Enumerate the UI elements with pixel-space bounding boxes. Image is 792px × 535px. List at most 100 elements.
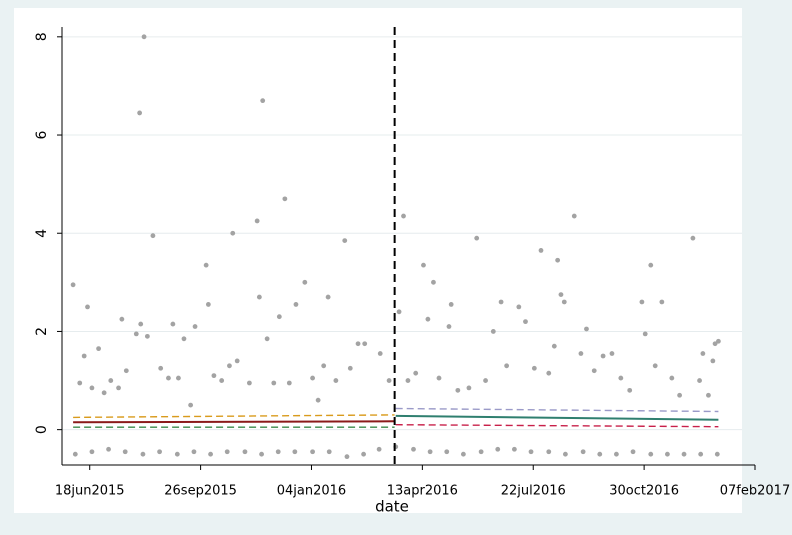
point (504, 363, 510, 369)
point (133, 331, 139, 337)
point (618, 375, 624, 381)
point (446, 324, 452, 329)
point (310, 375, 315, 381)
point (421, 262, 426, 268)
point (474, 235, 480, 241)
point (411, 446, 416, 452)
point (425, 316, 431, 322)
point (170, 321, 176, 327)
point (191, 449, 197, 455)
point (498, 299, 504, 305)
point (538, 248, 544, 253)
point (600, 353, 606, 359)
point (495, 446, 501, 452)
point (208, 451, 213, 457)
point (516, 304, 522, 310)
point (256, 294, 262, 300)
point (376, 446, 382, 452)
point (192, 324, 198, 329)
point (386, 378, 392, 383)
point (108, 378, 114, 383)
point (106, 446, 111, 452)
point (89, 385, 95, 391)
point (347, 365, 353, 371)
x-tick-label: 18jun2015 (55, 484, 125, 499)
point (271, 380, 277, 386)
point (436, 375, 442, 381)
point (275, 449, 281, 455)
point (344, 454, 350, 460)
point (89, 449, 95, 455)
point (362, 341, 368, 347)
point (716, 338, 721, 344)
point (710, 358, 716, 364)
point (478, 449, 484, 455)
point (81, 353, 87, 359)
point (697, 378, 702, 383)
point (315, 397, 321, 403)
point (706, 392, 711, 398)
point (205, 302, 211, 307)
point (698, 451, 704, 457)
point (546, 449, 552, 455)
point (555, 257, 561, 263)
point (219, 378, 225, 383)
point (531, 365, 537, 371)
point (444, 449, 450, 455)
point (669, 375, 675, 381)
point (460, 451, 466, 457)
point (242, 449, 248, 455)
point (101, 390, 107, 396)
x-tick-label: 13apr2016 (387, 484, 458, 499)
point (401, 213, 406, 219)
point (405, 378, 411, 383)
point (448, 302, 454, 307)
point (174, 451, 180, 457)
point (137, 110, 143, 116)
point (342, 238, 348, 243)
point (166, 375, 171, 381)
point (361, 451, 366, 457)
point (123, 368, 129, 374)
point (259, 451, 264, 457)
point (681, 451, 687, 457)
point (578, 351, 584, 356)
point (293, 302, 299, 307)
x-tick-label: 22jul2016 (501, 484, 566, 499)
point (648, 262, 654, 268)
point (455, 387, 461, 393)
point (700, 351, 706, 356)
point (690, 235, 696, 241)
plot-background (14, 8, 742, 513)
point (70, 282, 76, 288)
point (122, 449, 128, 455)
point (203, 262, 209, 268)
y-tick-label: 8 (34, 32, 50, 41)
point (326, 449, 332, 455)
point (211, 373, 217, 379)
point (157, 449, 162, 455)
point (254, 218, 260, 224)
point (490, 329, 496, 334)
point (427, 449, 433, 455)
x-tick-label: 26sep2015 (164, 484, 237, 499)
point (158, 365, 164, 371)
point (571, 213, 577, 219)
point (712, 341, 718, 347)
point (551, 343, 557, 349)
point (116, 385, 121, 391)
point (597, 451, 603, 457)
point (333, 378, 339, 383)
point (627, 387, 633, 393)
point (325, 294, 331, 300)
point (355, 341, 361, 347)
point (591, 368, 597, 374)
point (659, 299, 665, 305)
point (144, 333, 150, 339)
point (580, 449, 586, 455)
line (73, 420, 395, 424)
x-axis-title: date (375, 498, 409, 516)
point (413, 370, 419, 376)
point (642, 331, 648, 337)
point (140, 451, 146, 457)
